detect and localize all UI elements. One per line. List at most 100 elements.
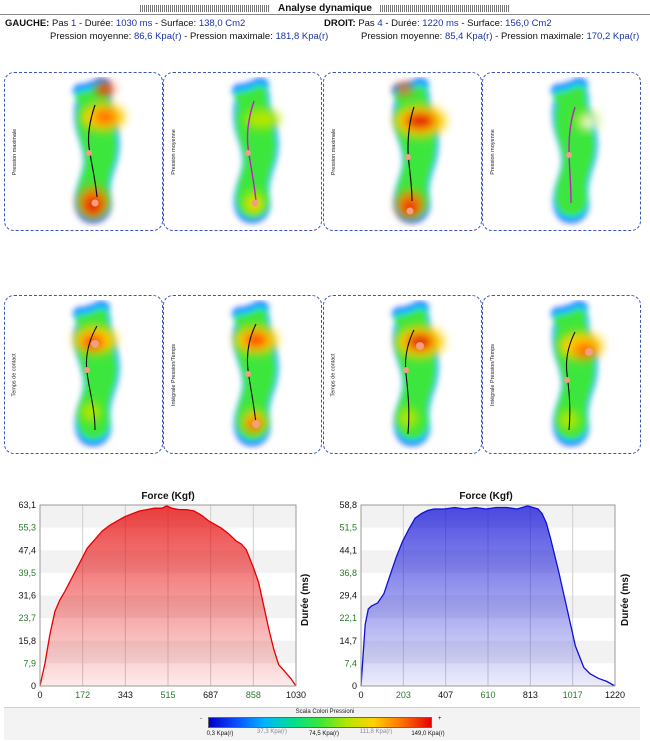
scale-tick: 0,3 Kpa(r)	[206, 731, 234, 737]
force-area	[361, 505, 615, 686]
left-duree-value: 1030 ms	[115, 18, 153, 29]
right-surface-value: 156,0 Cm2	[505, 18, 552, 29]
x-tick-label: 687	[203, 690, 218, 700]
y-tick-label: 14,7	[339, 636, 357, 646]
y-tick-label: 0	[352, 681, 357, 691]
panel-label: Pression maximale	[12, 128, 18, 175]
right-summary-line2: Pression moyenne: 85,4 Kpa(r) - Pression…	[361, 31, 640, 42]
footprint-heatmap	[184, 300, 322, 450]
y-tick-label: 55,3	[18, 523, 36, 533]
panel-label: Pression maximale	[331, 128, 337, 175]
footprint-heatmap	[73, 300, 163, 450]
left-pmoy-value: 86,6 Kpa(r)	[133, 31, 182, 42]
right-surface-label: Surface:	[467, 18, 503, 29]
footprint-panel-right-contact-time: Temps de contact	[323, 295, 482, 454]
x-tick-label: 407	[438, 690, 453, 700]
left-duree-label: Durée:	[84, 18, 114, 29]
x-tick-label: 1017	[563, 690, 583, 700]
y-tick-label: 31,6	[18, 591, 36, 601]
pressure-scale-title: Scala Colori Pressioni	[295, 709, 355, 715]
title-divider	[0, 14, 650, 15]
x-tick-label: 813	[523, 690, 538, 700]
footprint-heatmap	[344, 300, 444, 450]
pressure-color-scale	[208, 717, 432, 728]
x-tick-label: 1220	[605, 690, 625, 700]
scale-tick: 111,8 Kpa(r)	[359, 729, 393, 735]
panel-label: Temps de contact	[12, 352, 19, 397]
footprint-panel-left-pressure-time-integral: Intégrale Pression/Temps	[163, 295, 322, 454]
panel-label: Intégrale Pression/Temps	[171, 343, 177, 406]
scale-tick: 74,5 Kpa(r)	[308, 731, 339, 737]
x-tick-label: 0	[358, 690, 363, 700]
x-tick-label: 858	[246, 690, 261, 700]
plot-frame	[360, 504, 616, 687]
x-tick-label: 343	[118, 690, 133, 700]
report-title: Analyse dynamique	[278, 3, 372, 15]
right-pas-label: Pas	[358, 18, 375, 29]
panel-label: Intégrale Pression/Temps	[490, 343, 496, 406]
x-tick-label: 610	[480, 690, 495, 700]
scale-plus-sign: +	[438, 716, 442, 722]
panel-label: Pression moyenne	[490, 128, 496, 175]
footprint-heatmap	[503, 300, 603, 450]
left-pas-label: Pas	[51, 18, 69, 29]
left-pas-value: 1	[71, 18, 77, 29]
title-hatch-left	[139, 5, 270, 13]
right-pmoy-label: Pression moyenne:	[361, 31, 443, 42]
left-chart-title: Force (Kgf)	[141, 491, 195, 502]
y-tick-label: 39,5	[18, 568, 36, 578]
y-tick-label: 0	[31, 681, 36, 691]
y-tick-label: 29,4	[339, 591, 357, 601]
force-area	[40, 505, 296, 686]
right-pas-value: 4	[377, 18, 383, 29]
x-tick-label: 515	[160, 690, 175, 700]
left-side-label: GAUCHE:	[5, 18, 50, 29]
footprint-heatmap	[344, 77, 446, 227]
left-force-chart: 0 172 343 515 687 858 1030 63,1 55,3 47,4 39,5 31,6…	[18, 500, 306, 700]
right-force-chart: 0 203 407 610 813 1017 1220 58,8 51,5 44,1 36,8 29,…	[339, 500, 625, 700]
left-summary-line2: Pression moyenne: 86,6 Kpa(r) - Pression…	[50, 31, 329, 42]
x-tick-label: 0	[37, 690, 42, 700]
right-pmax-value: 170,2 Kpa(r)	[586, 31, 640, 42]
y-tick-label: 51,5	[339, 523, 357, 533]
right-chart-ylabel: Durée (ms)	[620, 573, 631, 627]
footprint-panel-left-contact-time: Temps de contact	[4, 295, 163, 454]
footprint-panel-left-max: Pression maximale	[4, 72, 163, 231]
x-tick-label: 172	[75, 690, 90, 700]
y-tick-label: 36,8	[339, 568, 357, 578]
y-tick-label: 58,8	[339, 500, 357, 510]
y-tick-label: 44,1	[339, 545, 357, 555]
left-chart-ylabel: Durée (ms)	[300, 573, 311, 627]
footprint-heatmap	[503, 77, 599, 227]
left-surface-label: Surface:	[160, 18, 197, 29]
right-pmax-label: Pression maximale:	[500, 31, 584, 42]
y-tick-label: 47,4	[18, 545, 36, 555]
footprint-panel-right-mean: Pression moyenne	[482, 72, 641, 231]
scale-tick: 149,0 Kpa(r)	[411, 731, 445, 737]
footprint-panel-right-pressure-time-integral: Intégrale Pression/Temps	[482, 295, 641, 454]
footprint-heatmap	[184, 77, 280, 227]
plot-frame	[39, 504, 297, 687]
left-pmoy-label: Pression moyenne:	[50, 31, 132, 42]
y-tick-label: 23,7	[18, 613, 36, 623]
left-pmax-label: Pression maximale:	[189, 31, 273, 42]
footprint-heatmap	[25, 77, 125, 227]
right-summary-line1: DROIT: Pas 4 - Durée: 1220 ms - Surface:…	[324, 18, 552, 29]
force-line	[39, 505, 297, 687]
scale-minus-sign: -	[200, 716, 202, 722]
y-tick-label: 15,8	[18, 636, 36, 646]
report-title-bar: Analyse dynamique	[0, 0, 650, 16]
y-tick-label: 22,1	[339, 613, 357, 623]
panel-label: Pression moyenne	[171, 128, 177, 175]
x-tick-label: 203	[396, 690, 411, 700]
right-pmoy-value: 85,4 Kpa(r)	[444, 31, 493, 42]
force-line	[360, 505, 616, 687]
x-tick-label: 1030	[286, 690, 306, 700]
title-hatch-right	[380, 5, 511, 13]
y-tick-label: 7,9	[23, 658, 36, 668]
footprint-panel-right-max: Pression maximale	[323, 72, 482, 231]
right-side-label: DROIT:	[324, 18, 356, 29]
left-surface-value: 138,0 Cm2	[198, 18, 246, 29]
scale-tick: 37,3 Kpa(r)	[256, 729, 287, 735]
left-pmax-value: 181,8 Kpa(r)	[275, 31, 329, 42]
